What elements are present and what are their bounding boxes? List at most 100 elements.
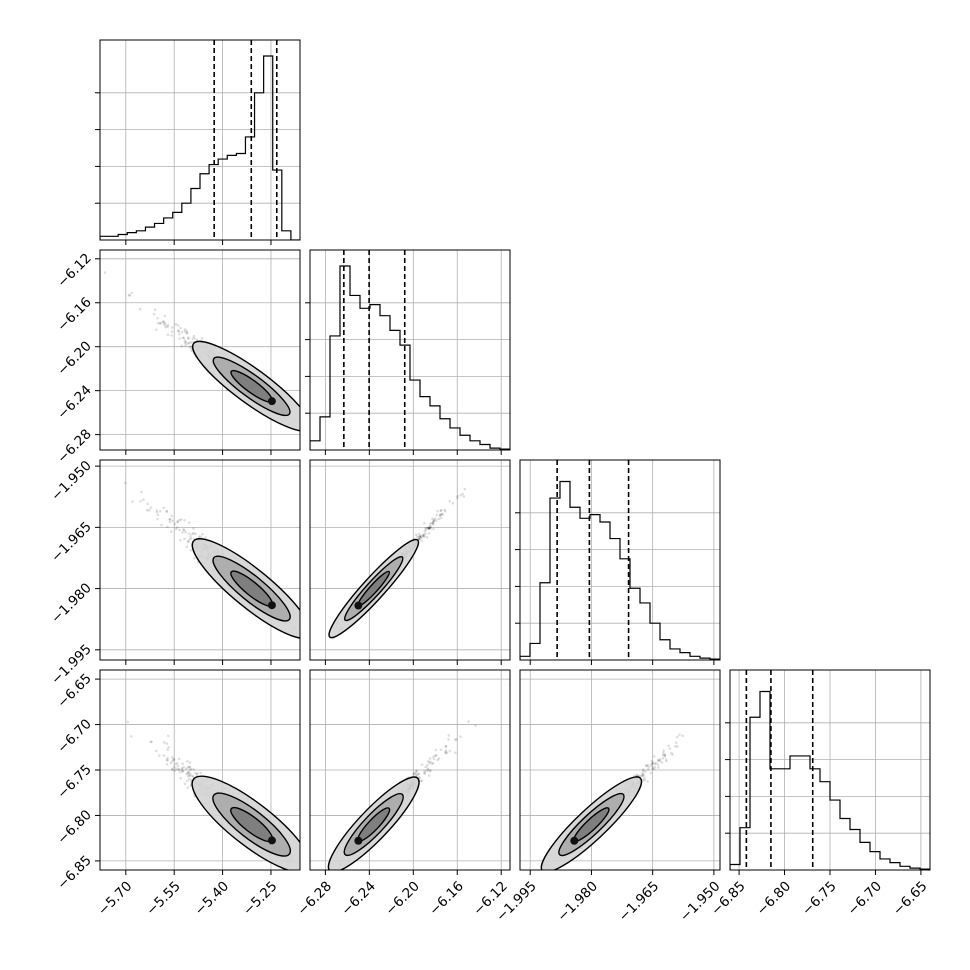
sample-point <box>194 771 197 775</box>
sample-point <box>176 762 179 765</box>
sample-point <box>183 341 187 345</box>
sample-point <box>173 769 177 772</box>
sample-point <box>165 763 169 766</box>
sample-point <box>671 753 674 756</box>
sample-point <box>665 759 668 763</box>
sample-point <box>184 767 188 771</box>
sample-point <box>170 756 174 759</box>
sample-point <box>439 748 443 752</box>
sample-point <box>646 768 650 771</box>
sample-point <box>180 767 184 770</box>
density-peak <box>570 836 579 845</box>
sample-point <box>414 769 418 772</box>
sample-point <box>166 734 170 738</box>
sample-point <box>661 753 665 757</box>
sample-point <box>429 760 432 764</box>
sample-point <box>191 774 195 778</box>
panel-frame-3-1 <box>309 669 511 871</box>
sample-point <box>433 517 437 520</box>
sample-point <box>419 534 423 538</box>
sample-point <box>664 758 668 761</box>
sample-point <box>172 757 176 761</box>
sample-point <box>429 525 432 529</box>
sample-point <box>192 768 195 771</box>
sample-point <box>145 508 149 512</box>
sample-point <box>417 532 421 536</box>
sample-point <box>454 738 457 741</box>
sample-point <box>425 526 429 530</box>
x-tick-label-3-2: −6.75 <box>799 878 840 919</box>
sample-point <box>423 529 427 533</box>
sample-point <box>418 535 422 539</box>
sample-point <box>447 734 451 737</box>
sample-point <box>182 765 186 769</box>
sample-point <box>186 336 190 339</box>
sample-point <box>179 538 182 542</box>
sample-point <box>651 766 654 769</box>
sample-point <box>423 769 426 773</box>
sample-point <box>434 754 438 757</box>
sample-point <box>663 753 667 757</box>
sample-point <box>127 293 131 297</box>
sample-point <box>429 527 432 530</box>
sample-point <box>463 487 467 491</box>
sample-point <box>432 522 435 526</box>
sample-point <box>189 534 192 538</box>
sample-point <box>192 556 196 560</box>
x-tick-label-1-0: −6.28 <box>294 878 335 919</box>
sample-point <box>149 506 153 509</box>
sample-point <box>422 533 426 536</box>
panel-frame-2-1 <box>309 459 511 661</box>
sample-point <box>424 528 428 532</box>
panel-frame-1-1 <box>309 249 511 451</box>
sample-point <box>444 745 448 748</box>
sample-point <box>640 774 643 777</box>
sample-point <box>189 768 192 772</box>
sample-point <box>181 769 184 773</box>
sample-point <box>164 322 167 325</box>
sample-point <box>158 509 162 513</box>
sample-point <box>168 520 172 524</box>
sample-point <box>166 323 170 327</box>
sample-point <box>182 336 185 340</box>
sample-point <box>649 764 653 768</box>
sample-point <box>459 493 463 497</box>
sample-point <box>440 512 444 516</box>
sample-point <box>422 533 425 537</box>
sample-point <box>142 498 145 502</box>
sample-point <box>191 775 195 779</box>
sample-point <box>166 525 169 529</box>
sample-point <box>426 767 430 770</box>
sample-point <box>183 782 187 786</box>
sample-point <box>186 342 190 345</box>
sample-point <box>455 496 459 500</box>
sample-point <box>189 341 193 344</box>
sample-point <box>658 759 662 763</box>
sample-point <box>674 745 677 748</box>
sample-point <box>427 526 431 530</box>
sample-point <box>437 757 441 760</box>
sample-point <box>166 333 170 337</box>
gridlines-2-2 <box>520 460 720 660</box>
sample-point <box>421 534 425 537</box>
y-tick-label-2-0: −1.950 <box>48 458 95 505</box>
ticks-3-1 <box>324 870 502 875</box>
sample-point <box>193 336 196 340</box>
sample-point <box>420 763 424 766</box>
scatter-2-0 <box>124 481 300 640</box>
sample-point <box>448 499 452 503</box>
sample-point <box>419 779 422 783</box>
sample-point <box>437 517 441 521</box>
sample-point <box>171 767 174 771</box>
sample-point <box>425 769 429 773</box>
gridlines-3-1 <box>310 670 510 870</box>
sample-point <box>651 762 654 766</box>
sample-point <box>427 526 431 530</box>
sample-point <box>188 761 192 764</box>
sample-point <box>645 764 648 768</box>
sample-point <box>436 509 439 513</box>
sample-point <box>188 537 192 541</box>
sample-point <box>415 535 419 538</box>
sample-point <box>412 772 416 775</box>
sample-point <box>130 735 133 738</box>
